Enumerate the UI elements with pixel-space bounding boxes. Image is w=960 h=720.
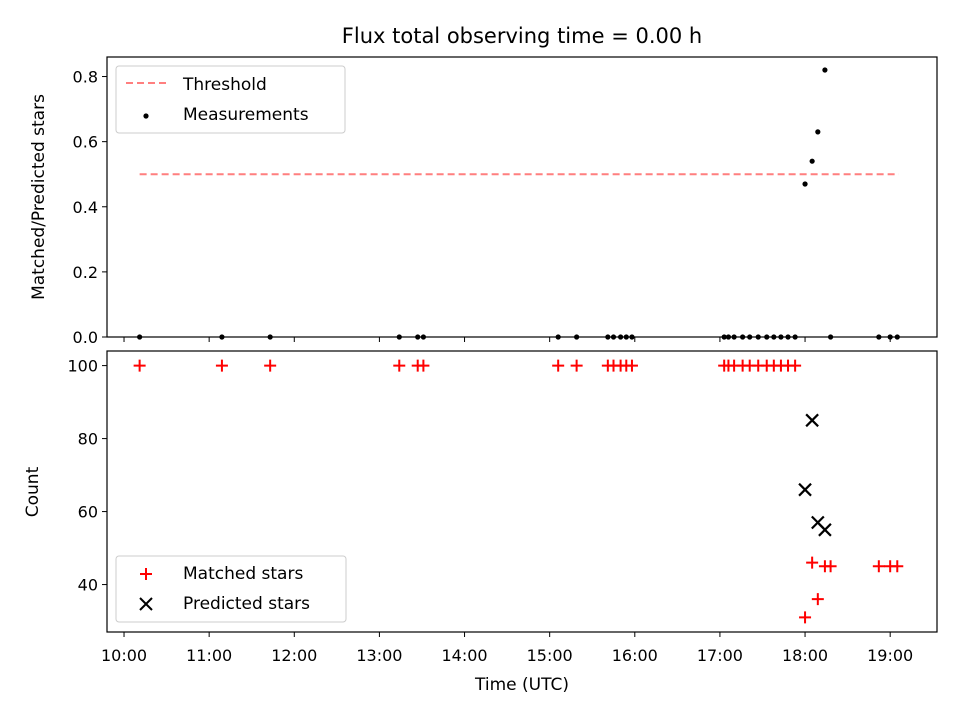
top-axes-frame [106,56,938,338]
top-y-tick-label: 0.8 [73,68,98,87]
x-tick-label: 19:00 [867,646,913,665]
top-legend-box [115,65,346,134]
measurement-point [802,181,808,187]
top-y-tick-label: 0.4 [73,198,98,217]
matched-stars-point [133,359,146,372]
x-tick-label: 15:00 [527,646,573,665]
top-y-tick-label: 0.0 [73,328,98,347]
matched-stars-point [552,359,565,372]
bottom-y-axis-label: Count [23,466,43,517]
top-y-tick-label: 0.2 [73,263,98,282]
measurement-point [809,158,815,164]
matched-stars-point [789,359,802,372]
x-tick-label: 16:00 [612,646,658,665]
top-legend: Threshold Measurements [115,65,346,134]
top-y-ticks: 0.0 0.2 0.4 0.6 0.8 [73,68,107,347]
bottom-y-tick-label: 40 [78,576,98,595]
chart-title: Flux total observing time = 0.00 h [342,24,702,48]
bottom-y-tick-label: 100 [67,357,98,376]
matched-stars-point [417,359,430,372]
matched-stars-point [872,560,885,573]
predicted-stars-point [818,523,832,537]
top-panel: 0.00.20.40.60.8 Matched/Predicted stars … [29,56,938,347]
matched-stars-point [570,359,583,372]
legend-predicted-swatch [139,597,153,611]
legend-threshold-label: Threshold [182,75,267,95]
x-tick-label: 13:00 [356,646,402,665]
top-y-tick-label: 0.6 [73,133,98,152]
bottom-y-tick-label: 60 [78,503,98,522]
matched-stars-point [393,359,406,372]
matched-stars-point [215,359,228,372]
bottom-series-layer [133,359,904,624]
x-tick-label: 10:00 [101,646,147,665]
legend-matched-label: Matched stars [183,564,303,584]
x-tick-label: 14:00 [441,646,487,665]
measurement-point [815,129,821,135]
x-tick-label: 11:00 [186,646,232,665]
bottom-legend: Matched stars Predicted stars [115,555,347,623]
matched-stars-point [824,560,837,573]
x-axis-label: Time (UTC) [474,675,569,695]
matched-stars-point [799,611,812,624]
matched-stars-point [264,359,277,372]
bottom-panel: 40 60 80 100 10:00 11:00 12:00 13:00 14:00 15:00… [23,350,938,695]
matched-stars-point [806,556,819,569]
legend-predicted-label: Predicted stars [183,594,310,614]
matched-stars-point [811,593,824,606]
bottom-x-ticks: 10:00 11:00 12:00 13:00 14:00 15:00 16:00 17:00… [101,632,913,665]
bottom-y-ticks: 40 60 80 100 [67,357,107,595]
bottom-y-tick-label: 80 [78,430,98,449]
x-tick-label: 17:00 [697,646,743,665]
bottom-axes-frame [106,350,938,633]
matched-stars-point [891,560,904,573]
top-x-ticks [123,337,891,342]
legend-measurements-swatch [143,113,149,119]
x-tick-label: 12:00 [271,646,317,665]
measurement-point [822,67,828,73]
legend-measurements-label: Measurements [183,105,309,125]
predicted-stars-point [805,413,819,428]
top-y-axis-label: Matched/Predicted stars [29,94,49,300]
bottom-legend-box [115,555,347,623]
legend-matched-swatch [140,568,152,580]
matched-stars-point [625,359,638,372]
predicted-stars-point [798,482,812,497]
x-tick-label: 18:00 [782,646,828,665]
